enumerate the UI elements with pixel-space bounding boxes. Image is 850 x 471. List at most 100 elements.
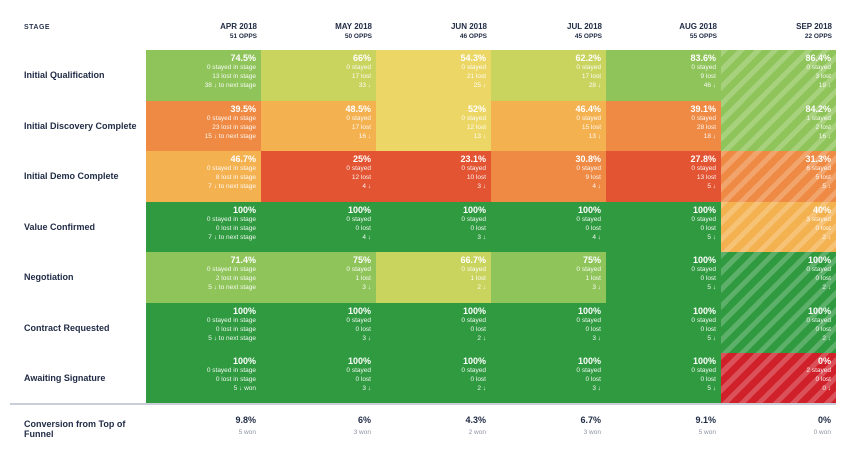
funnel-cell[interactable]: 100% 0 stayed 0 lost 2 ↓ xyxy=(721,302,836,353)
conversion-rate: 86.4% xyxy=(805,53,831,63)
funnel-cell[interactable]: 52% 0 stayed 12 lost 13 ↓ xyxy=(376,100,491,151)
funnel-cell[interactable]: 100% 0 stayed 0 lost 3 ↓ xyxy=(491,353,606,404)
lost-count: 10 lost xyxy=(466,174,486,181)
month-header[interactable]: MAY 2018 50 OPPS xyxy=(261,10,376,50)
funnel-cell[interactable]: 86.4% 0 stayed 3 lost 19 ↓ xyxy=(721,50,836,101)
funnel-cell[interactable]: 100% 0 stayed 0 lost 5 ↓ xyxy=(606,353,721,404)
stayed-count: 0 stayed xyxy=(461,266,486,273)
stayed-count: 3 stayed xyxy=(806,215,831,223)
stayed-count: 0 stayed xyxy=(461,165,486,172)
stayed-count: 2 stayed xyxy=(806,367,831,374)
funnel-cell[interactable]: 48.5% 0 stayed 17 lost 16 ↓ xyxy=(261,100,376,151)
stage-row: Negotiation 71.4% 0 stayed in stage 2 lost … xyxy=(10,252,836,303)
stayed-count: 0 stayed xyxy=(576,114,601,122)
advanced-count: 7 ↓ to next stage xyxy=(208,183,256,190)
funnel-cell[interactable]: 30.8% 0 stayed 9 lost 4 ↓ xyxy=(491,151,606,202)
advanced-count: 5 ↓ won xyxy=(233,385,256,392)
month-header[interactable]: JUN 2018 46 OPPS xyxy=(376,10,491,50)
month-header[interactable]: JUL 2018 45 OPPS xyxy=(491,10,606,50)
funnel-cell[interactable]: 100% 0 stayed 0 lost 2 ↓ xyxy=(721,252,836,303)
funnel-cell[interactable]: 100% 0 stayed in stage 0 lost in stage 7 ↓ … xyxy=(146,201,261,252)
funnel-cell[interactable]: 100% 0 stayed in stage 0 lost in stage 5 ↓ … xyxy=(146,302,261,353)
lost-count: 2 lost in stage xyxy=(215,275,256,282)
funnel-cell[interactable]: 27.8% 0 stayed 13 lost 5 ↓ xyxy=(606,151,721,202)
month-label: APR 2018 xyxy=(220,22,257,31)
funnel-cell[interactable]: 100% 0 stayed 0 lost 2 ↓ xyxy=(376,302,491,353)
conversion-cell: 0% 0 won xyxy=(721,405,836,455)
advanced-count: 25 ↓ xyxy=(473,82,486,89)
funnel-cell[interactable]: 100% 0 stayed 0 lost 3 ↓ xyxy=(376,201,491,252)
conversion-rate: 100% xyxy=(577,305,601,316)
funnel-cell[interactable]: 39.5% 0 stayed in stage 23 lost in stage 15… xyxy=(146,100,261,151)
funnel-cell[interactable]: 54.3% 0 stayed 21 lost 25 ↓ xyxy=(376,50,491,101)
funnel-cell[interactable]: 46.4% 0 stayed 15 lost 13 ↓ xyxy=(491,100,606,151)
funnel-cell[interactable]: 75% 0 stayed 1 lost 3 ↓ xyxy=(261,252,376,303)
funnel-cell[interactable]: 39.1% 0 stayed 28 lost 18 ↓ xyxy=(606,100,721,151)
conversion-rate: 48.5% xyxy=(345,103,371,114)
won-count: 0 won xyxy=(813,429,831,436)
stayed-count: 0 stayed xyxy=(691,64,716,71)
stayed-count: 0 stayed in stage xyxy=(206,316,256,324)
funnel-cell[interactable]: 71.4% 0 stayed in stage 2 lost in stage 5 ↓… xyxy=(146,252,261,303)
stayed-count: 0 stayed xyxy=(461,114,486,122)
funnel-cell[interactable]: 100% 0 stayed 0 lost 2 ↓ xyxy=(376,353,491,404)
conversion-label: Conversion from Top of Funnel xyxy=(24,419,126,439)
funnel-cell[interactable]: 100% 0 stayed 0 lost 3 ↓ xyxy=(261,353,376,404)
funnel-cell[interactable]: 100% 0 stayed 0 lost 5 ↓ xyxy=(606,302,721,353)
stage-row: Initial Demo Complete 46.7% 0 stayed in st… xyxy=(10,151,836,202)
funnel-cell[interactable]: 100% 0 stayed 0 lost 3 ↓ xyxy=(491,302,606,353)
stayed-count: 0 stayed in stage xyxy=(206,215,256,223)
advanced-count: 3 ↓ xyxy=(362,385,371,392)
month-header[interactable]: AUG 2018 55 OPPS xyxy=(606,10,721,50)
table-body: Initial Qualification 74.5% 0 stayed in st… xyxy=(10,50,836,404)
funnel-cell[interactable]: 75% 0 stayed 1 lost 3 ↓ xyxy=(491,252,606,303)
conversion-rate: 0% xyxy=(817,356,831,366)
funnel-cell[interactable]: 40% 3 stayed 0 lost 2 ↓ xyxy=(721,201,836,252)
funnel-cell[interactable]: 62.2% 0 stayed 17 lost 28 ↓ xyxy=(491,50,606,101)
conversion-rate: 40% xyxy=(812,204,831,215)
funnel-cell[interactable]: 100% 0 stayed in stage 0 lost in stage 5 ↓ … xyxy=(146,353,261,404)
conversion-rate: 74.5% xyxy=(230,53,256,63)
funnel-cell[interactable]: 100% 0 stayed 0 lost 5 ↓ xyxy=(606,201,721,252)
month-header[interactable]: APR 2018 51 OPPS xyxy=(146,10,261,50)
funnel-cell[interactable]: 100% 0 stayed 0 lost 4 ↓ xyxy=(261,201,376,252)
lost-count: 0 lost in stage xyxy=(215,325,256,333)
funnel-cell[interactable]: 66% 0 stayed 17 lost 33 ↓ xyxy=(261,50,376,101)
lost-count: 28 lost xyxy=(696,123,716,131)
stayed-count: 0 stayed in stage xyxy=(206,367,256,374)
stayed-count: 0 stayed xyxy=(576,215,601,223)
funnel-cell[interactable]: 46.7% 0 stayed in stage 8 lost in stage 7 ↓… xyxy=(146,151,261,202)
month-label: JUL 2018 xyxy=(567,22,602,31)
funnel-cell[interactable]: 83.6% 0 stayed 9 lost 46 ↓ xyxy=(606,50,721,101)
lost-count: 0 lost xyxy=(815,275,831,282)
stage-row: Initial Qualification 74.5% 0 stayed in st… xyxy=(10,50,836,101)
funnel-cell[interactable]: 84.2% 1 stayed 2 lost 16 ↓ xyxy=(721,100,836,151)
advanced-count: 15 ↓ to next stage xyxy=(204,132,256,140)
funnel-cell[interactable]: 100% 0 stayed 0 lost 4 ↓ xyxy=(491,201,606,252)
advanced-count: 5 ↓ xyxy=(822,183,831,190)
funnel-cell[interactable]: 25% 0 stayed 12 lost 4 ↓ xyxy=(261,151,376,202)
advanced-count: 3 ↓ xyxy=(477,233,486,241)
funnel-cell[interactable]: 66.7% 0 stayed 1 lost 2 ↓ xyxy=(376,252,491,303)
funnel-cell[interactable]: 23.1% 0 stayed 10 lost 3 ↓ xyxy=(376,151,491,202)
stayed-count: 0 stayed in stage xyxy=(206,266,256,273)
conversion-rate: 100% xyxy=(232,204,256,215)
lost-count: 1 lost xyxy=(470,275,486,282)
stayed-count: 0 stayed xyxy=(461,64,486,71)
funnel-cell[interactable]: 100% 0 stayed 0 lost 5 ↓ xyxy=(606,252,721,303)
funnel-cell[interactable]: 0% 2 stayed 0 lost 0 ↓ xyxy=(721,353,836,404)
conversion-rate: 54.3% xyxy=(460,53,486,63)
lost-count: 9 lost xyxy=(585,174,601,181)
conversion-percent: 0% xyxy=(817,415,831,425)
conversion-rate: 100% xyxy=(577,204,601,215)
lost-count: 3 lost xyxy=(815,73,831,80)
lost-count: 8 lost in stage xyxy=(215,174,256,181)
funnel-cell[interactable]: 31.3% 6 stayed 5 lost 5 ↓ xyxy=(721,151,836,202)
funnel-cell[interactable]: 100% 0 stayed 0 lost 3 ↓ xyxy=(261,302,376,353)
funnel-cell[interactable]: 74.5% 0 stayed in stage 13 lost in stage 38… xyxy=(146,50,261,101)
opps-count: 55 OPPS xyxy=(689,33,717,40)
stayed-count: 0 stayed xyxy=(806,64,831,71)
month-header[interactable]: SEP 2018 22 OPPS xyxy=(721,10,836,50)
won-count: 2 won xyxy=(468,429,486,436)
advanced-count: 3 ↓ xyxy=(592,284,601,291)
